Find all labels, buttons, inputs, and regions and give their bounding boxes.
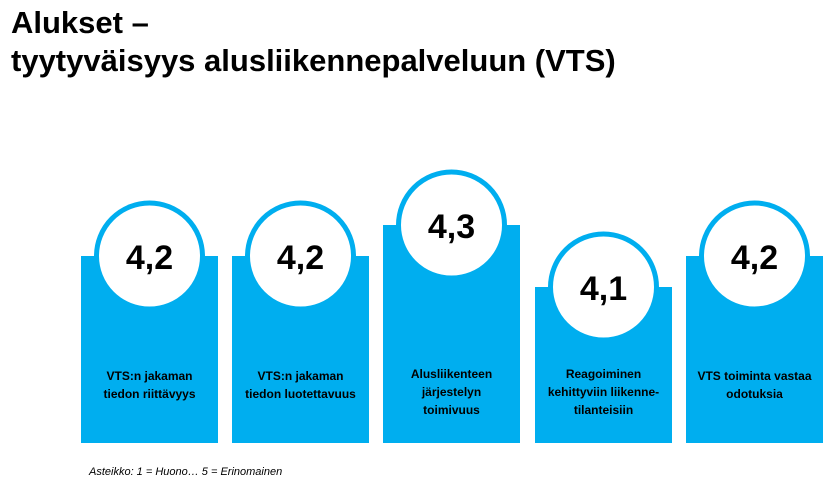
category-label-line: VTS:n jakaman	[106, 369, 192, 383]
category-label-line: odotuksia	[726, 387, 783, 401]
value-label-3: 4,3	[428, 208, 475, 246]
value-circle-4	[548, 231, 659, 343]
value-circle-1	[94, 200, 205, 312]
category-label-line: tiedon riittävyys	[103, 387, 195, 401]
page-title: Alukset – tyytyväisyys alusliikennepalve…	[11, 4, 616, 80]
value-label-1: 4,2	[126, 239, 173, 277]
category-label-line: järjestelyn	[421, 385, 481, 399]
category-label-3: Alusliikenteen järjestelyn toimivuus	[411, 367, 492, 417]
category-label-line: toimivuus	[423, 403, 480, 417]
value-circle-3	[396, 169, 507, 281]
value-label-2: 4,2	[277, 239, 324, 277]
category-label-line: tilanteisiin	[574, 403, 633, 417]
category-label-line: Reagoiminen	[566, 367, 641, 381]
value-circle-5	[699, 200, 810, 312]
value-circle-2	[245, 200, 356, 312]
category-label-line: tiedon luotettavuus	[245, 387, 356, 401]
title-line-1: Alukset –	[11, 5, 149, 40]
category-label-4: Reagoiminen kehittyviin liikenne-tilantei…	[548, 367, 659, 417]
value-label-5: 4,2	[731, 239, 778, 277]
category-label-5: VTS toiminta vastaa odotuksia	[697, 369, 811, 401]
category-label-2: VTS:n jakaman tiedon luotettavuus	[245, 369, 356, 401]
category-label-line: VTS:n jakaman	[257, 369, 343, 383]
value-label-4: 4,1	[580, 270, 627, 308]
scale-note: Asteikko: 1 = Huono… 5 = Erinomainen	[89, 466, 283, 478]
category-label-line: VTS toiminta vastaa	[697, 369, 811, 383]
title-line-2: tyytyväisyys alusliikennepalveluun (VTS)	[11, 43, 616, 78]
category-label-line: Alusliikenteen	[411, 367, 492, 381]
category-label-1: VTS:n jakaman tiedon riittävyys	[103, 369, 195, 401]
category-label-line: kehittyviin liikenne-	[548, 385, 659, 399]
